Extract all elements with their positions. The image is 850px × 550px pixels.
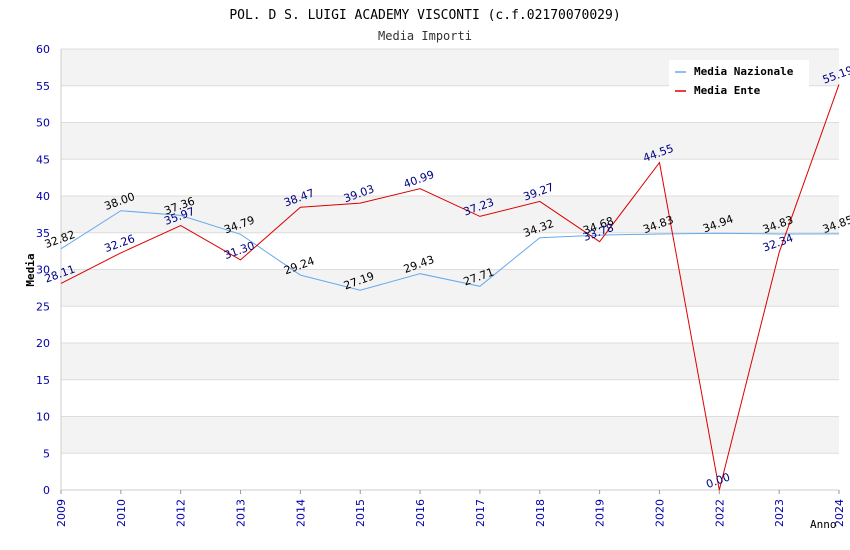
grid-band <box>61 343 839 380</box>
x-tick-label: 2013 <box>235 499 248 527</box>
y-tick-label: 20 <box>36 337 50 350</box>
series-line-media-ente <box>60 84 840 491</box>
y-tick-label: 5 <box>43 447 50 460</box>
x-tick-label: 2015 <box>354 499 367 527</box>
axes <box>60 49 840 494</box>
data-label: 32.26 <box>103 232 137 255</box>
legend: Media Nazionale Media Ente <box>669 60 809 108</box>
data-label: 0.00 <box>704 470 731 491</box>
x-tick-label: 2019 <box>594 499 607 527</box>
grid-band <box>61 122 839 160</box>
y-axis-label: Media <box>24 253 37 286</box>
x-tick-label: 2024 <box>833 499 846 527</box>
y-tick-labels: 0 5 10 15 20 25 30 35 40 45 50 55 60 <box>36 43 50 497</box>
legend-label-media-nazionale: Media Nazionale <box>694 65 794 78</box>
x-tick-label: 2018 <box>534 499 547 527</box>
grid-band <box>61 416 839 454</box>
x-tick-label: 2014 <box>294 499 307 527</box>
x-tick-label: 2020 <box>653 499 666 527</box>
chart-subtitle: Media Importi <box>378 29 472 43</box>
y-tick-label: 10 <box>36 411 50 424</box>
y-tick-label: 25 <box>36 300 50 313</box>
series-line-media-nazionale <box>60 210 840 291</box>
y-tick-label: 30 <box>36 264 50 277</box>
y-tick-label: 0 <box>43 484 50 497</box>
chart-title: POL. D S. LUIGI ACADEMY VISCONTI (c.f.02… <box>229 8 620 23</box>
legend-box <box>669 60 809 108</box>
legend-label-media-ente: Media Ente <box>694 84 761 97</box>
data-label: 40.99 <box>402 168 436 191</box>
grid-band <box>61 269 839 307</box>
x-tick-label: 2023 <box>773 499 786 527</box>
x-tick-label: 2017 <box>474 499 487 527</box>
grid-lines <box>61 48 839 491</box>
x-tick-label: 2016 <box>414 499 427 527</box>
grid-bands <box>61 49 839 454</box>
x-tick-label: 2010 <box>115 499 128 527</box>
series-lines <box>60 84 840 491</box>
y-tick-label: 50 <box>36 117 50 130</box>
y-tick-label: 55 <box>36 80 50 93</box>
y-tick-label: 40 <box>36 190 50 203</box>
y-tick-label: 45 <box>36 153 50 166</box>
y-tick-label: 60 <box>36 43 50 56</box>
y-tick-label: 35 <box>36 227 50 240</box>
x-tick-labels: 2009 2010 2012 2013 2014 2015 2016 2017 2018 2019… <box>55 499 846 527</box>
x-tick-label: 2009 <box>55 499 68 527</box>
x-axis-label: Anno <box>810 518 837 531</box>
y-tick-label: 15 <box>36 374 50 387</box>
x-tick-label: 2012 <box>175 499 188 527</box>
x-tick-label: 2022 <box>713 499 726 527</box>
